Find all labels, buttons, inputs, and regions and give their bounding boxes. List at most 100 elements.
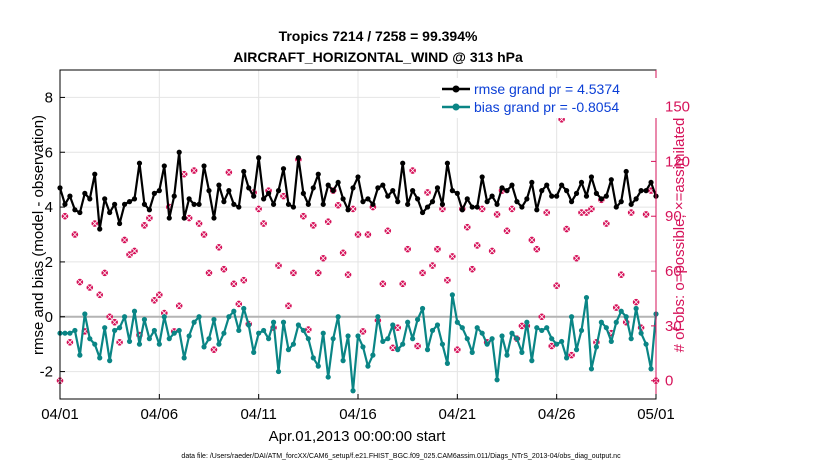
obs-assimilated-cross bbox=[364, 231, 372, 238]
obs-assimilated-cross bbox=[588, 205, 595, 213]
bias-point bbox=[82, 311, 88, 317]
bias-point bbox=[231, 308, 237, 314]
bias-point bbox=[578, 327, 585, 334]
obs-assimilated-cross bbox=[205, 269, 213, 277]
rmse-point bbox=[256, 155, 262, 161]
y-left-tick-label: 6 bbox=[45, 144, 53, 161]
rmse-point bbox=[67, 193, 73, 199]
bias-point bbox=[121, 314, 128, 320]
obs-assimilated-cross bbox=[508, 205, 516, 213]
rmse-point bbox=[270, 201, 277, 207]
y-left-tick-label: 8 bbox=[45, 89, 53, 106]
rmse-point bbox=[315, 171, 321, 177]
rmse-point bbox=[360, 199, 366, 205]
bias-point bbox=[236, 327, 242, 334]
obs-assimilated-cross bbox=[538, 313, 546, 321]
rmse-point bbox=[320, 201, 326, 207]
bias-point bbox=[136, 341, 143, 347]
obs-assimilated-cross bbox=[617, 271, 625, 278]
bias-point bbox=[191, 319, 197, 325]
x-tick-label: 04/26 bbox=[538, 406, 576, 423]
bias-point bbox=[355, 333, 361, 339]
x-tick-label: 04/11 bbox=[240, 406, 276, 423]
rmse-point bbox=[97, 226, 103, 232]
x-tick-label: 05/01 bbox=[637, 406, 675, 423]
rmse-point bbox=[593, 190, 600, 196]
obs-assimilated-cross bbox=[553, 282, 560, 289]
rmse-point bbox=[141, 201, 148, 207]
rmse-point bbox=[469, 204, 475, 210]
rmse-point bbox=[578, 179, 585, 186]
bias-point bbox=[295, 322, 301, 328]
bias-point bbox=[92, 341, 98, 347]
rmse-point bbox=[365, 196, 371, 202]
rmse-point bbox=[534, 207, 540, 213]
bias-point bbox=[454, 319, 460, 325]
rmse-point bbox=[429, 199, 436, 205]
obs-assimilated-cross bbox=[468, 265, 476, 273]
obs-assimilated-cross bbox=[235, 300, 243, 308]
bias-point bbox=[529, 358, 535, 364]
bias-point bbox=[300, 327, 306, 334]
rmse-point bbox=[549, 193, 555, 199]
rmse-point bbox=[62, 201, 68, 207]
rmse-point bbox=[524, 196, 530, 202]
rmse-point bbox=[618, 199, 624, 205]
bias-point bbox=[370, 352, 376, 358]
rmse-point bbox=[370, 201, 376, 207]
rmse-point bbox=[499, 185, 505, 191]
bias-point bbox=[305, 336, 311, 342]
obs-assimilated-cross bbox=[389, 344, 397, 352]
obs-assimilated-cross bbox=[404, 245, 411, 253]
bias-point bbox=[256, 330, 262, 336]
bias-point bbox=[494, 377, 500, 383]
rmse-point bbox=[464, 196, 470, 202]
rmse-point bbox=[151, 190, 157, 196]
rmse-point bbox=[77, 209, 83, 216]
bias-point bbox=[310, 355, 316, 361]
rmse-point bbox=[236, 204, 242, 210]
bias-point bbox=[211, 316, 217, 323]
rmse-point bbox=[335, 179, 341, 186]
rmse-point bbox=[246, 185, 252, 191]
y-right-tick-label: 150 bbox=[665, 99, 690, 116]
rmse-point bbox=[568, 199, 575, 205]
x-tick-label: 04/01 bbox=[41, 406, 79, 423]
obs-assimilated-cross bbox=[354, 231, 362, 238]
y-left-tick-label: 2 bbox=[45, 254, 53, 271]
obs-assimilated-cross bbox=[131, 247, 138, 255]
rmse-point bbox=[519, 204, 525, 210]
bias-point bbox=[410, 336, 416, 342]
y-right-tick-label: 90 bbox=[665, 208, 682, 225]
x-tick-label: 04/21 bbox=[439, 406, 477, 423]
bias-point bbox=[583, 294, 590, 301]
data-file-footer: data file: /Users/raeder/DAI/ATM_forcXX/… bbox=[181, 453, 621, 460]
obs-assimilated-cross bbox=[121, 236, 128, 244]
obs-assimilated-cross bbox=[190, 167, 198, 174]
rmse-point bbox=[509, 182, 515, 188]
bias-point bbox=[613, 319, 619, 325]
bias-point bbox=[270, 319, 277, 325]
obs-assimilated-cross bbox=[612, 304, 620, 311]
bias-point bbox=[285, 347, 292, 353]
bias-point bbox=[603, 325, 609, 331]
rmse-point bbox=[206, 188, 212, 194]
obs-assimilated-cross bbox=[473, 242, 481, 249]
bias-point bbox=[434, 322, 441, 328]
rmse-point bbox=[424, 204, 431, 210]
rmse-point bbox=[454, 190, 460, 196]
bias-point bbox=[385, 336, 391, 342]
obs-assimilated-cross bbox=[280, 192, 287, 200]
obs-assimilated-cross bbox=[71, 231, 79, 238]
obs-assimilated-cross bbox=[344, 271, 352, 278]
y-left-tick-label: 4 bbox=[45, 199, 53, 216]
bias-point bbox=[102, 325, 108, 331]
rmse-point bbox=[459, 207, 465, 213]
bias-point bbox=[350, 388, 356, 394]
rmse-point bbox=[405, 201, 411, 207]
rmse-point bbox=[161, 163, 167, 169]
y-axis-right-label: # of obs: o=possible; ×=assimilated bbox=[671, 118, 688, 353]
bias-point bbox=[390, 322, 396, 328]
rmse-point bbox=[290, 204, 297, 210]
